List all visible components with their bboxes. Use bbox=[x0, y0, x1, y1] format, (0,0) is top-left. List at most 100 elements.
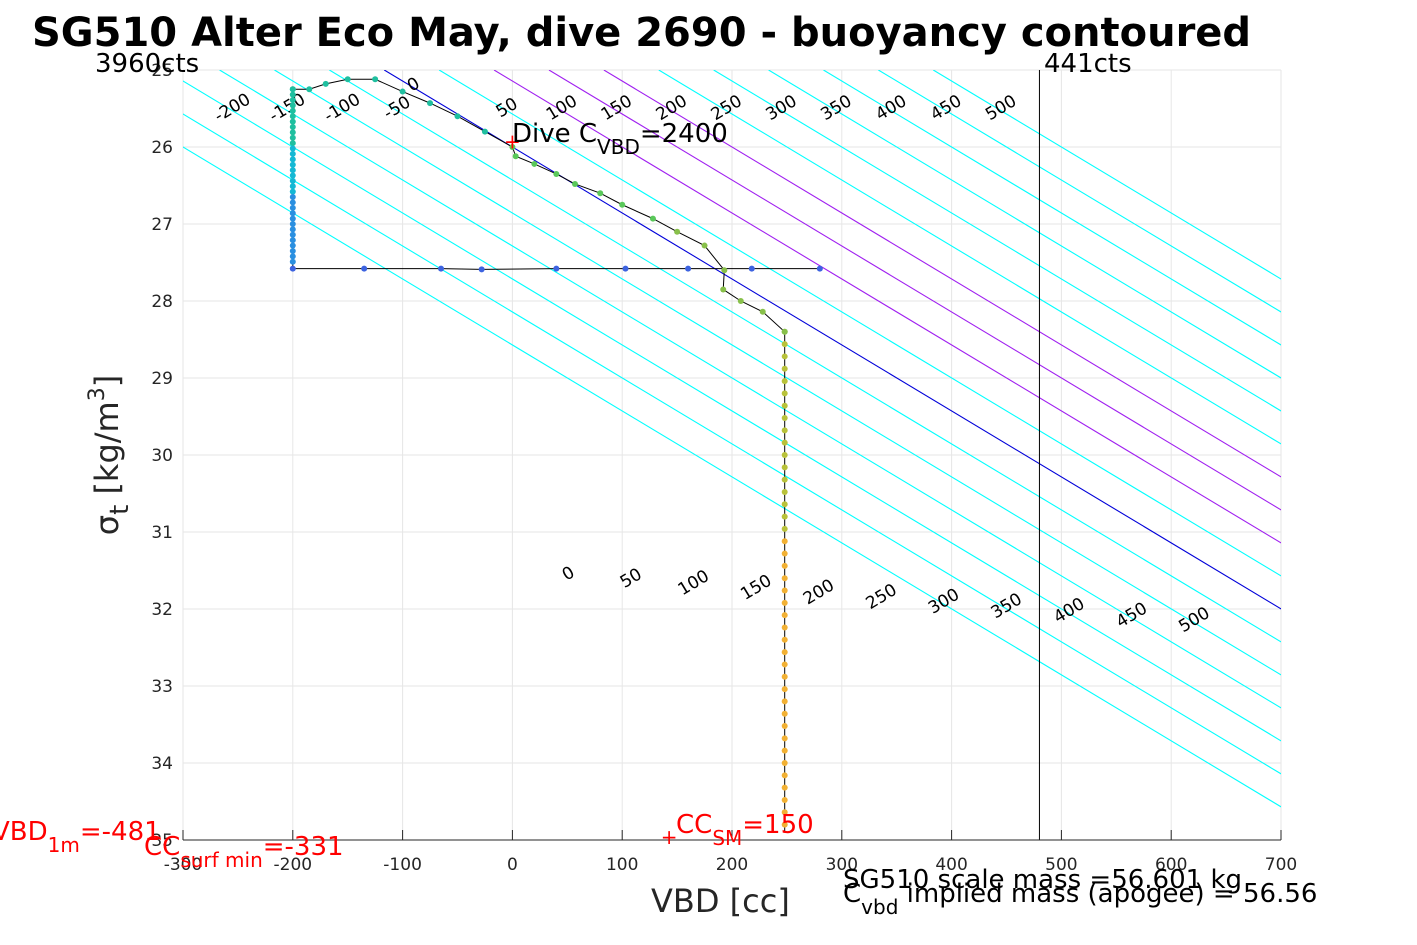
contour-label-bottom: 300 bbox=[925, 585, 963, 619]
data-point bbox=[781, 562, 788, 569]
data-point bbox=[344, 76, 351, 83]
contour-label-top: 350 bbox=[817, 91, 855, 125]
data-point bbox=[781, 501, 788, 508]
contour-label-bottom: 50 bbox=[617, 564, 646, 592]
data-point bbox=[781, 575, 788, 582]
data-point bbox=[512, 153, 519, 160]
data-point bbox=[781, 550, 788, 557]
dive-c-vbd-annotation: + Dive CVBD=2400 bbox=[504, 119, 728, 159]
data-point bbox=[399, 88, 406, 95]
y-tick-label: 33 bbox=[151, 677, 173, 697]
data-point bbox=[619, 201, 626, 208]
contour-label-top: -200 bbox=[211, 90, 254, 127]
contour-label-top: -50 bbox=[380, 92, 414, 123]
contour-label-top: -100 bbox=[321, 90, 364, 127]
data-point bbox=[289, 102, 296, 109]
data-point bbox=[781, 599, 788, 606]
data-point bbox=[781, 661, 788, 668]
data-point bbox=[289, 204, 296, 211]
contour-label-bottom: 0 bbox=[559, 563, 579, 586]
data-point bbox=[289, 265, 296, 272]
buoyancy-contour bbox=[219, 70, 1281, 709]
x-tick-label: 700 bbox=[1265, 855, 1297, 875]
contour-label-top: 450 bbox=[927, 91, 965, 125]
data-point bbox=[289, 177, 296, 184]
svg-text:Dive CVBD=2400: Dive CVBD=2400 bbox=[512, 119, 728, 159]
data-point bbox=[289, 231, 296, 238]
cc-surf-min-annotation: CCsurf min=-331 bbox=[144, 832, 344, 872]
buoyancy-contour bbox=[823, 70, 1281, 346]
y-tick-label: 25 bbox=[151, 61, 173, 81]
data-point bbox=[553, 265, 560, 272]
counts-left-label: 3960cts bbox=[95, 49, 199, 79]
data-point bbox=[781, 698, 788, 705]
buoyancy-contour bbox=[768, 70, 1281, 379]
x-tick-label: 500 bbox=[1045, 855, 1077, 875]
data-point bbox=[427, 100, 434, 107]
data-point bbox=[289, 258, 296, 265]
contour-label-top: 500 bbox=[982, 91, 1020, 125]
data-point bbox=[781, 427, 788, 434]
data-point bbox=[721, 267, 728, 274]
x-tick-label: 100 bbox=[606, 855, 638, 875]
data-point bbox=[289, 167, 296, 174]
data-point bbox=[781, 624, 788, 631]
data-point bbox=[781, 686, 788, 693]
data-point bbox=[289, 161, 296, 168]
data-point bbox=[289, 145, 296, 152]
buoyancy-contour bbox=[603, 70, 1281, 478]
data-point bbox=[781, 649, 788, 656]
data-point bbox=[289, 242, 296, 249]
y-tick-label: 32 bbox=[151, 600, 173, 620]
data-point bbox=[289, 199, 296, 206]
data-point bbox=[622, 265, 629, 272]
data-point bbox=[289, 140, 296, 147]
data-point bbox=[781, 365, 788, 372]
contour-label-bottom: 400 bbox=[1050, 594, 1088, 628]
data-point bbox=[289, 188, 296, 195]
data-point bbox=[372, 76, 379, 83]
data-point bbox=[289, 215, 296, 222]
contour-label-top: 50 bbox=[493, 94, 522, 122]
data-point bbox=[571, 180, 578, 187]
data-point bbox=[509, 144, 516, 150]
contour-label-top: -150 bbox=[266, 90, 309, 127]
data-point bbox=[781, 809, 788, 816]
data-point bbox=[322, 80, 329, 87]
cc-sm-annotation: + CCSM=150 bbox=[661, 810, 814, 850]
data-point bbox=[478, 266, 485, 273]
data-point bbox=[649, 215, 656, 222]
data-point bbox=[781, 735, 788, 742]
y-tick-label: 28 bbox=[151, 292, 173, 312]
data-point bbox=[531, 160, 538, 167]
data-point bbox=[781, 747, 788, 754]
data-point bbox=[289, 247, 296, 254]
cc-sm-marker: + bbox=[661, 825, 678, 849]
x-tick-label: 300 bbox=[826, 855, 858, 875]
data-point bbox=[781, 488, 788, 495]
x-tick-label: 400 bbox=[935, 855, 967, 875]
counts-right-label: 441cts bbox=[1044, 49, 1132, 79]
chart-title: SG510 Alter Eco May, dive 2690 - buoyanc… bbox=[32, 10, 1251, 56]
data-point bbox=[781, 439, 788, 446]
buoyancy-contour bbox=[878, 70, 1281, 313]
buoyancy-contours bbox=[183, 70, 1281, 808]
contour-label-bottom: 350 bbox=[988, 589, 1026, 623]
buoyancy-contour bbox=[658, 70, 1281, 445]
data-point bbox=[720, 286, 727, 293]
y-tick-label: 34 bbox=[151, 754, 173, 774]
data-point bbox=[685, 265, 692, 272]
data-point bbox=[674, 228, 681, 235]
data-point bbox=[737, 298, 744, 304]
data-point bbox=[781, 452, 788, 458]
y-ticks: 25 26 27 28 29 30 31 32 33 34 35 bbox=[151, 61, 173, 851]
buoyancy-contour bbox=[438, 70, 1281, 577]
buoyancy-contour bbox=[932, 70, 1281, 280]
data-point bbox=[816, 265, 823, 272]
data-point bbox=[438, 265, 445, 272]
data-point bbox=[781, 513, 788, 520]
data-point bbox=[781, 525, 788, 532]
svg-text:CCSM=150: CCSM=150 bbox=[676, 810, 814, 850]
profile-series bbox=[289, 76, 823, 833]
